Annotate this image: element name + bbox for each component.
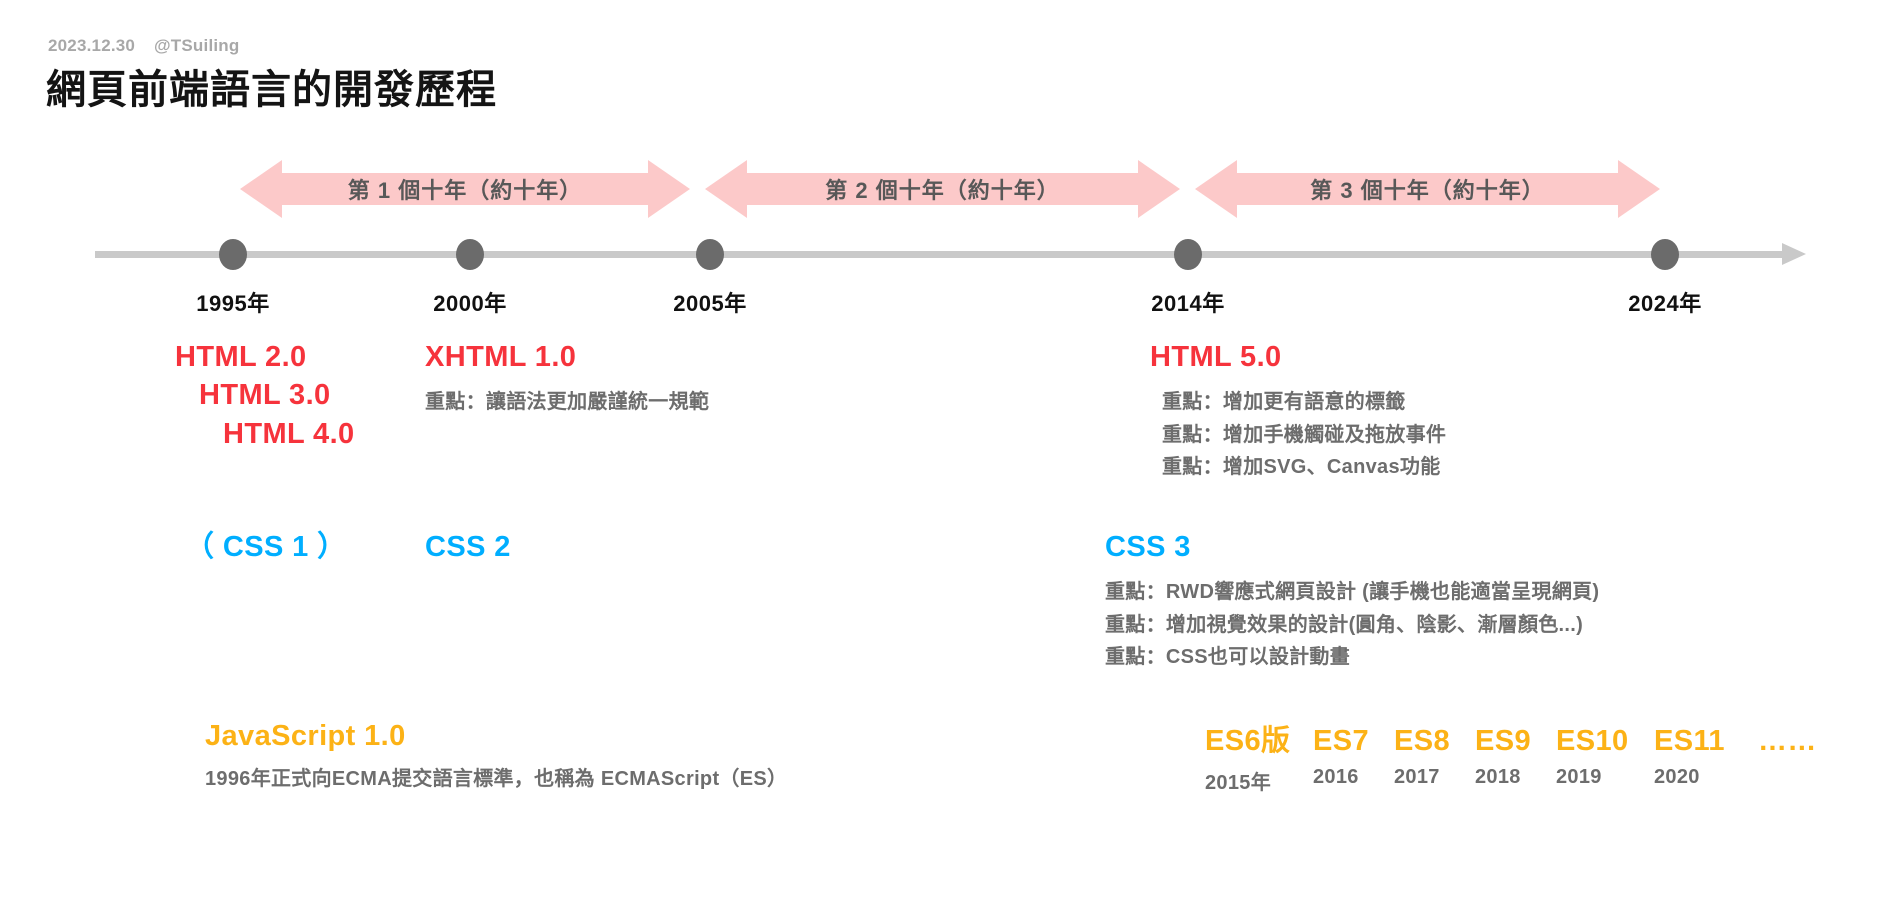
block-html-early: HTML 2.0 HTML 3.0 HTML 4.0 <box>175 338 355 453</box>
axis-line <box>95 251 1785 258</box>
decade-arrow-3: 第 3 個十年（約十年） <box>1195 160 1660 218</box>
es-version-label: ES7 <box>1313 725 1370 757</box>
axis-year-label: 2000年 <box>433 291 507 316</box>
html-4-label: HTML 4.0 <box>223 417 355 450</box>
decade-arrow-2: 第 2 個十年（約十年） <box>705 160 1180 218</box>
axis-year-label: 2005年 <box>673 291 747 316</box>
header-date: 2023.12.30 <box>48 36 136 55</box>
es-version-ellipsis: …… <box>1758 725 1817 757</box>
xhtml-title: XHTML 1.0 <box>425 341 577 373</box>
css3-note: 重點：RWD響應式網頁設計 (讓手機也能適當呈現網頁) <box>1105 581 1600 604</box>
block-css3: CSS 3 重點：RWD響應式網頁設計 (讓手機也能適當呈現網頁) 重點：增加視… <box>1105 528 1599 673</box>
ecmascript-year-row: 2015年 2016 2017 2018 2019 2020 <box>1205 766 1817 795</box>
timeline-axis: 1995年 2000年 2005年 2014年 2024年 <box>0 236 1900 316</box>
axis-arrowhead-icon <box>1782 243 1806 265</box>
block-ecmascript: ES6版 ES7 ES8 ES9 ES10 ES11 …… 2015年 2016… <box>1205 717 1817 795</box>
es-year-label: 2018 <box>1475 766 1521 788</box>
timeline-node <box>219 239 247 270</box>
es-year-label: 2016 <box>1313 766 1359 788</box>
decade-arrow-shape-1 <box>240 160 690 218</box>
axis-year-label: 2024年 <box>1628 291 1702 316</box>
html5-note: 重點：增加手機觸碰及拖放事件 <box>1162 423 1447 446</box>
css1-title: （ CSS 1 ） <box>185 531 347 563</box>
css3-note: 重點：CSS也可以設計動畫 <box>1105 646 1351 669</box>
ecmascript-version-row: ES6版 ES7 ES8 ES9 ES10 ES11 …… <box>1205 717 1817 759</box>
es-year-label: 2015年 <box>1205 772 1271 794</box>
html5-note: 重點：增加SVG、Canvas功能 <box>1162 456 1441 479</box>
css2-title: CSS 2 <box>425 531 511 563</box>
html-2-label: HTML 2.0 <box>175 341 307 373</box>
timeline-node <box>1651 239 1679 270</box>
es-version-label: ES6版 <box>1205 725 1291 757</box>
axis-year-label: 2014年 <box>1151 291 1225 316</box>
decade-label-2: 第 2 個十年（約十年） <box>825 178 1060 203</box>
timeline-node <box>696 239 724 270</box>
decade-arrow-shape-3 <box>1195 160 1660 218</box>
es-version-label: ES8 <box>1394 725 1451 757</box>
es-version-label: ES11 <box>1654 725 1725 757</box>
block-css2: CSS 2 <box>425 528 511 566</box>
decade-label-1: 第 1 個十年（約十年） <box>347 178 583 203</box>
es-year-label: 2019 <box>1556 766 1602 788</box>
es-version-label: ES10 <box>1556 725 1629 757</box>
es-version-label: ES9 <box>1475 725 1532 757</box>
block-html5: HTML 5.0 重點：增加更有語意的標籤 重點：增加手機觸碰及拖放事件 重點：… <box>1150 338 1446 483</box>
axis-year-label: 1995年 <box>196 291 270 316</box>
block-javascript: JavaScript 1.0 1996年正式向ECMA提交語言標準，也稱為 EC… <box>205 717 787 796</box>
html5-title: HTML 5.0 <box>1150 341 1282 373</box>
page-title: 網頁前端語言的開發歷程 <box>46 68 497 112</box>
css3-note: 重點：增加視覺效果的設計(圓角、陰影、漸層顏色...) <box>1105 613 1584 636</box>
html-3-label: HTML 3.0 <box>199 379 331 412</box>
es-year-label: 2017 <box>1394 766 1440 788</box>
decade-arrow-shape-2 <box>705 160 1180 218</box>
timeline-node <box>456 239 484 270</box>
timeline-node <box>1174 239 1202 270</box>
header-handle: @TSuiling <box>154 36 240 55</box>
decade-label-3: 第 3 個十年（約十年） <box>1310 178 1545 203</box>
decade-arrow-1: 第 1 個十年（約十年） <box>240 160 690 218</box>
xhtml-note: 重點：讓語法更加嚴謹統一規範 <box>425 391 710 414</box>
css3-title: CSS 3 <box>1105 531 1191 563</box>
block-css1: （ CSS 1 ） <box>185 528 347 566</box>
es-year-label: 2020 <box>1654 766 1700 788</box>
javascript-title: JavaScript 1.0 <box>205 720 406 752</box>
decade-arrow-band: 第 1 個十年（約十年） 第 2 個十年（約十年） 第 3 個十年（約十年） <box>0 160 1900 220</box>
header-meta: 2023.12.30 @TSuiling <box>48 36 239 56</box>
javascript-note: 1996年正式向ECMA提交語言標準，也稱為 ECMAScript（ES） <box>205 768 788 791</box>
html5-note: 重點：增加更有語意的標籤 <box>1162 391 1406 414</box>
block-xhtml: XHTML 1.0 重點：讓語法更加嚴謹統一規範 <box>425 338 709 419</box>
